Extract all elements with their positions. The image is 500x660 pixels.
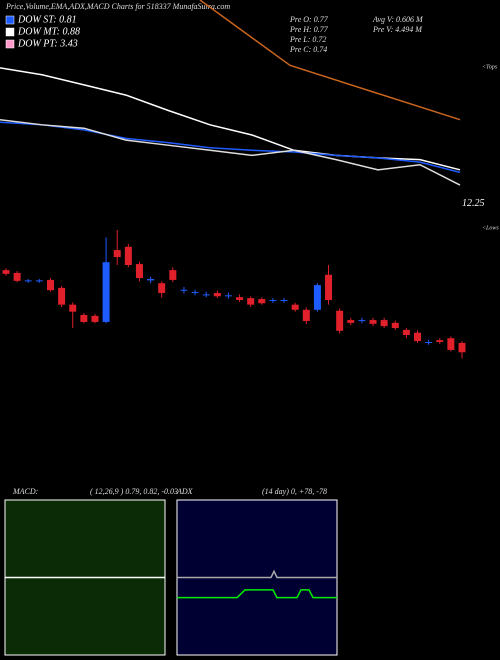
candle-body (35, 280, 43, 282)
stat: Avg V: 0.606 M (372, 15, 424, 24)
candle-body (80, 314, 88, 322)
candle-body (147, 279, 155, 281)
candle-body (302, 309, 310, 321)
candle-body (436, 340, 444, 342)
candle-body (269, 300, 277, 301)
candle-body (347, 320, 355, 323)
candle-body (369, 320, 377, 324)
candle-body (102, 262, 110, 322)
candle-body (447, 338, 455, 350)
candle-body (280, 300, 288, 301)
line (177, 569, 337, 579)
panel-title: MACD: (12, 487, 39, 496)
stat: Pre C: 0.74 (289, 45, 327, 54)
candle-body (213, 293, 221, 297)
candle-body (247, 298, 255, 305)
stat: Pre H: 0.77 (289, 25, 329, 34)
annotation: <Tops (482, 64, 498, 70)
candle-body (336, 310, 344, 331)
candle-body (180, 289, 188, 291)
panel-subtitle: ( 12,26,9 ) 0.79, 0.82, -0.03 (90, 487, 178, 496)
candle-body (46, 279, 54, 291)
candle-body (2, 270, 10, 274)
candle-body (380, 320, 388, 327)
candle-body (124, 246, 132, 265)
candle-body (113, 250, 121, 258)
annotation: <Lows (482, 225, 499, 231)
candle-body (236, 297, 244, 300)
candle-body (13, 272, 21, 281)
panel-subtitle: (14 day) 0, +78, -78 (262, 487, 327, 496)
candle-body (69, 304, 77, 312)
candle-body (325, 274, 333, 300)
candle-body (458, 342, 466, 353)
candle-body (202, 294, 210, 296)
candle-body (391, 322, 399, 328)
legend-swatch (5, 15, 15, 25)
panel-title: ADX (176, 487, 194, 496)
chart-title: Price,Volume,EMA,ADX,MACD Charts for 518… (5, 2, 230, 11)
line (0, 67, 461, 171)
candle-body (258, 299, 266, 304)
stat: Pre O: 0.77 (289, 15, 329, 24)
candle-body (313, 285, 321, 310)
line (177, 589, 337, 599)
legend-label: DOW MT: 0.88 (17, 26, 80, 37)
candle-body (169, 270, 177, 280)
candle-body (358, 320, 366, 322)
line (0, 121, 461, 174)
candle-body (224, 295, 232, 297)
candle-body (425, 342, 433, 343)
legend-label: DOW PT: 3.43 (17, 38, 78, 49)
line (0, 118, 461, 186)
candle-body (402, 329, 410, 335)
candle-body (58, 287, 66, 305)
y-tick-label: 12.25 (462, 198, 485, 209)
stat: Pre V: 4.494 M (372, 25, 423, 34)
candle-body (24, 280, 32, 282)
legend-label: DOW ST: 0.81 (17, 14, 77, 25)
candle-body (135, 264, 143, 279)
candle-body (91, 315, 99, 322)
candle-body (158, 283, 166, 293)
candle-body (291, 304, 299, 310)
candle-body (414, 332, 422, 342)
line (199, 0, 461, 121)
legend-swatch (5, 27, 15, 37)
legend-swatch (5, 39, 15, 49)
candle-body (191, 292, 199, 294)
stat: Pre L: 0.72 (289, 35, 326, 44)
